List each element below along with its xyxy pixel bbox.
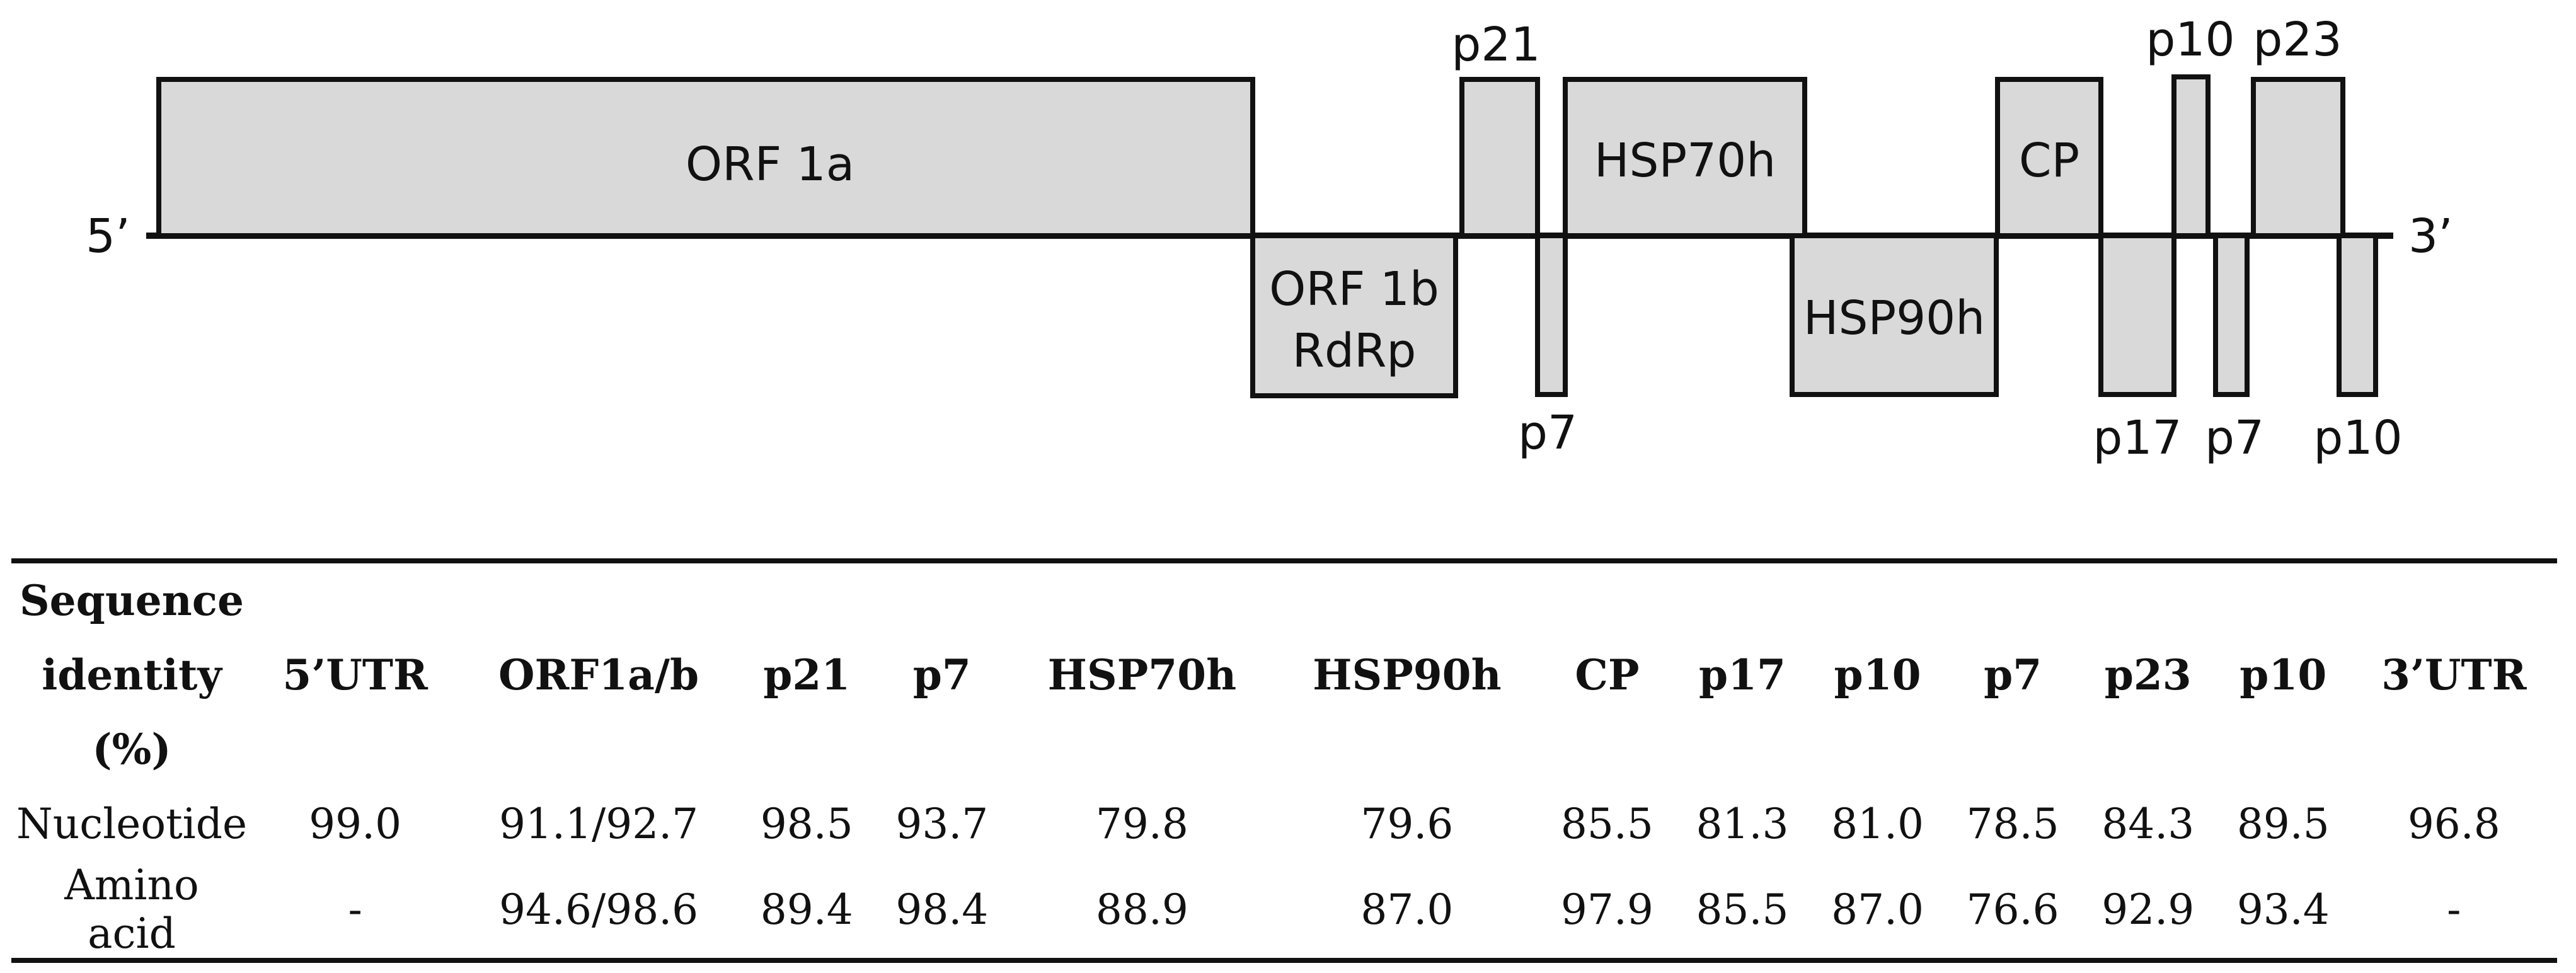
- orf-p21-label: p21: [1451, 18, 1540, 72]
- orf-hsp70h: HSP70h: [1563, 77, 1807, 238]
- table-cell: 81.0: [1831, 799, 1924, 848]
- table-cell: 94.6/98.6: [499, 885, 699, 934]
- sequence-identity-table: Sequence identity (%) 5’UTR ORF1a/b p21 …: [11, 558, 2557, 963]
- row-header-line-2: identity: [42, 650, 222, 700]
- table-cell: 97.9: [1560, 885, 1653, 934]
- orf-p10-first-label: p10: [2146, 13, 2234, 67]
- table-cell: 99.0: [309, 799, 402, 848]
- row-label: Amino acid: [64, 861, 199, 958]
- row-header-line-1: Sequence: [20, 576, 244, 625]
- orf-1b-label: ORF 1b: [1269, 262, 1439, 316]
- col-header-3utr: 3’UTR: [2381, 650, 2527, 700]
- table-cell: 98.5: [760, 799, 853, 848]
- col-header-cp: CP: [1575, 650, 1640, 700]
- orf-p7-first: p7: [1518, 233, 1577, 460]
- orf-p10-first: p10: [2146, 13, 2235, 238]
- table-row-nucleotide: Nucleotide 99.0 91.1/92.7 98.5 93.7 79.8…: [11, 786, 2557, 861]
- table-cell: 81.3: [1696, 799, 1789, 848]
- table-cell: 92.9: [2102, 885, 2195, 934]
- table-cell: 89.4: [760, 885, 853, 934]
- col-header-p7-first: p7: [912, 650, 971, 700]
- orf-1a-label: ORF 1a: [686, 137, 854, 192]
- col-header-p23: p23: [2104, 650, 2192, 700]
- table-row-amino-acid: Amino acid - 94.6/98.6 89.4 98.4 88.9 87…: [11, 861, 2557, 960]
- col-header-orf1ab: ORF1a/b: [498, 650, 699, 700]
- orf-p17: p17: [2093, 233, 2182, 465]
- genome-map: 5’ 3’ ORF 1a ORF 1b RdRp p21 p7 HSP70h H…: [86, 13, 2453, 465]
- orf-1b-rdrp-label: RdRp: [1292, 324, 1417, 378]
- orf-hsp90h: HSP90h: [1790, 233, 1999, 397]
- table-cell: 91.1/92.7: [499, 799, 699, 848]
- table-cell: -: [2447, 885, 2461, 934]
- table-cell: 88.9: [1095, 885, 1188, 934]
- table-cell: 85.5: [1696, 885, 1789, 934]
- three-prime-label: 3’: [2408, 209, 2453, 263]
- orf-p7-second: p7: [2205, 233, 2264, 465]
- orf-1a: ORF 1a: [156, 77, 1255, 238]
- row-header-line-3: (%): [92, 725, 171, 774]
- table-cell: 76.6: [1966, 885, 2059, 934]
- orf-p7-first-label: p7: [1518, 406, 1577, 460]
- orf-p7-second-label: p7: [2205, 411, 2264, 465]
- orf-p10-second: p10: [2313, 233, 2403, 465]
- table-cell: 93.7: [895, 799, 989, 848]
- col-header-hsp70h: HSP70h: [1047, 650, 1237, 700]
- orf-hsp70h-label: HSP70h: [1594, 134, 1776, 188]
- table-cell: 98.4: [895, 885, 989, 934]
- col-header-5utr: 5’UTR: [282, 650, 428, 700]
- five-prime-label: 5’: [86, 209, 130, 263]
- orf-cp-label: CP: [2019, 134, 2079, 188]
- table-cell: -: [348, 885, 362, 934]
- table-cell: 78.5: [1966, 799, 2059, 848]
- col-header-p10-first: p10: [1834, 650, 1921, 700]
- table-cell: 84.3: [2102, 799, 2195, 848]
- col-header-p17: p17: [1698, 650, 1786, 700]
- table-cell: 93.4: [2236, 885, 2330, 934]
- col-header-hsp90h: HSP90h: [1313, 650, 1502, 700]
- orf-p21: p21: [1451, 18, 1541, 238]
- table-cell: 79.8: [1095, 799, 1188, 848]
- table-cell: 79.6: [1360, 799, 1454, 848]
- orf-p17-label: p17: [2093, 411, 2182, 465]
- col-header-p21: p21: [763, 650, 851, 700]
- table-cell: 89.5: [2236, 799, 2330, 848]
- orf-p23: p23: [2251, 13, 2345, 238]
- col-header-p7-second: p7: [1984, 650, 2042, 700]
- orf-1b: ORF 1b RdRp: [1250, 233, 1458, 398]
- table-cell: 87.0: [1360, 885, 1454, 934]
- orf-cp: CP: [1995, 77, 2103, 238]
- row-label: Nucleotide: [16, 799, 248, 848]
- orf-p10-second-label: p10: [2313, 411, 2402, 465]
- col-header-p10-second: p10: [2240, 650, 2327, 700]
- table-cell: 87.0: [1831, 885, 1924, 934]
- row-header-cell: Sequence identity (%): [11, 561, 252, 786]
- table-cell: 96.8: [2407, 799, 2500, 848]
- orf-hsp90h-label: HSP90h: [1803, 291, 1985, 345]
- orf-p23-label: p23: [2253, 13, 2342, 67]
- table-header-row: Sequence identity (%) 5’UTR ORF1a/b p21 …: [11, 561, 2557, 786]
- table-cell: 85.5: [1560, 799, 1653, 848]
